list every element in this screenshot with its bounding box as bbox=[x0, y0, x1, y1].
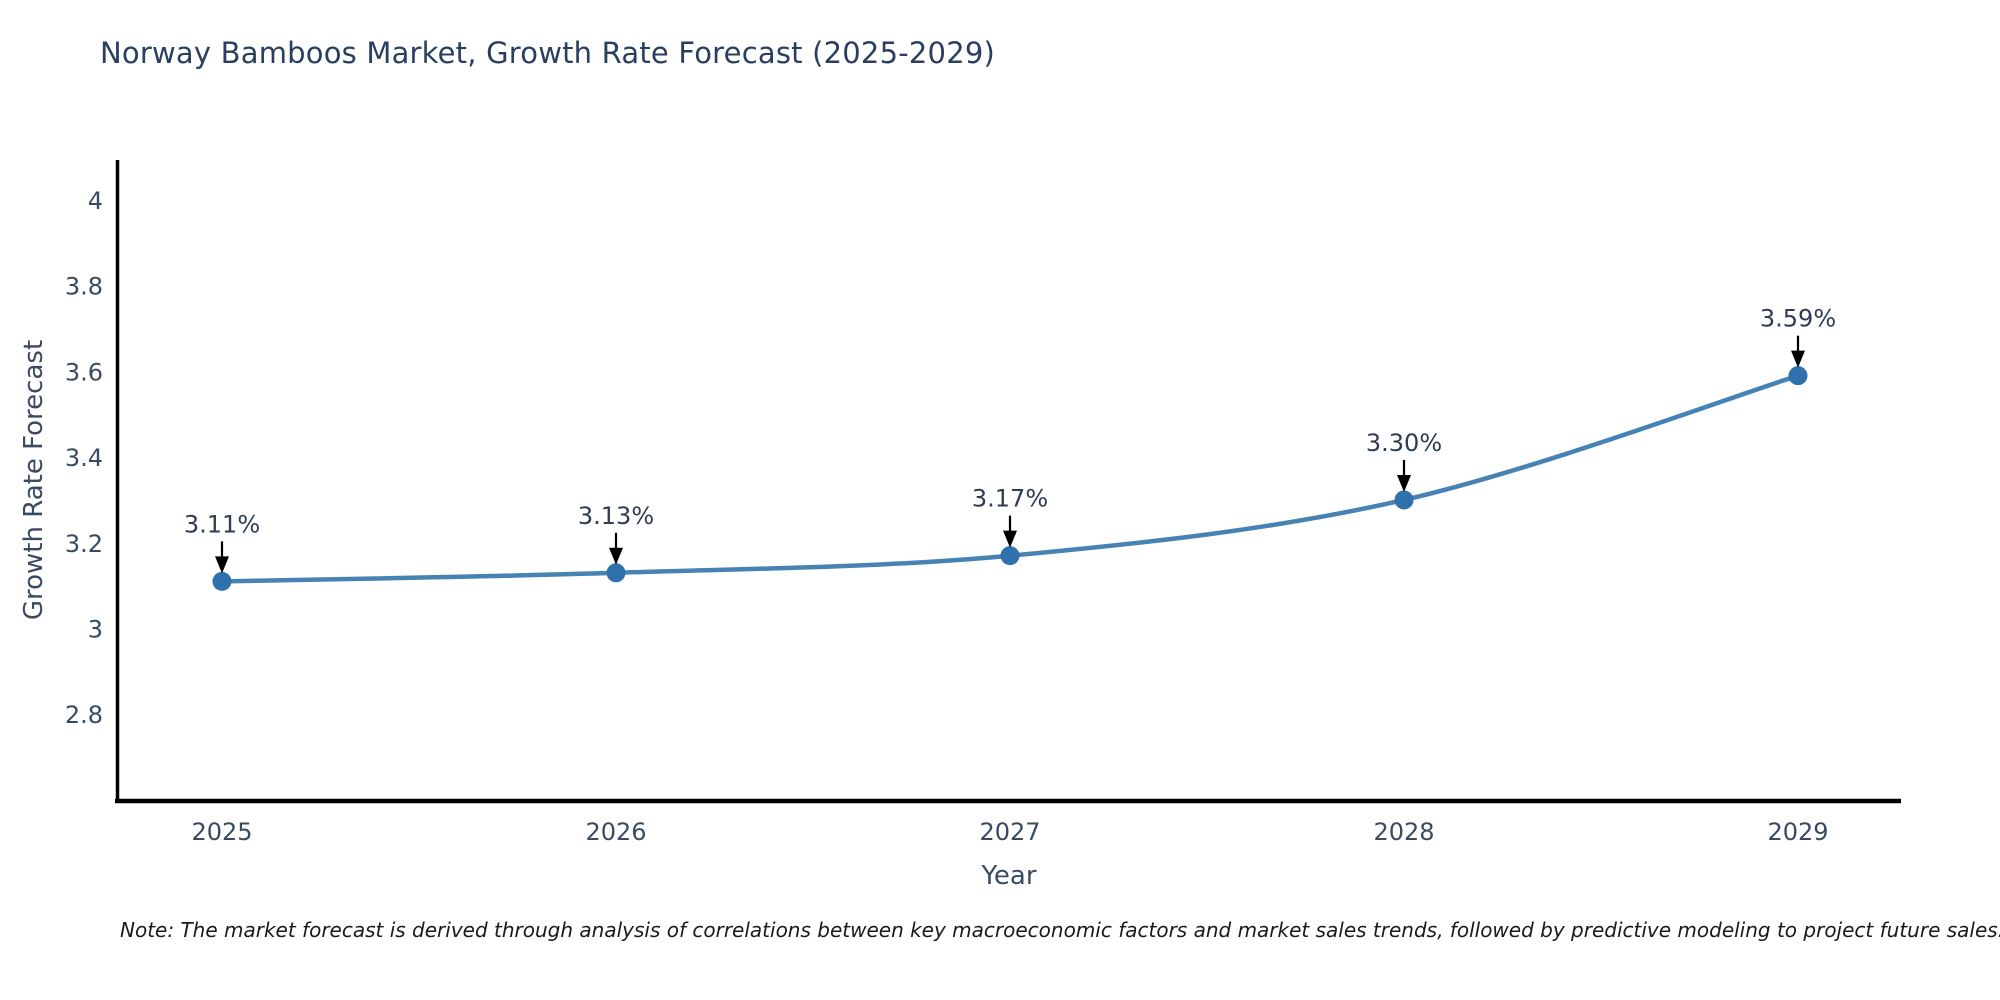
x-axis-ticks: 2025 2026 2027 2028 2029 bbox=[191, 818, 1828, 846]
y-tick-label: 3.8 bbox=[65, 273, 103, 301]
point-annotations: 3.11% 3.13% 3.17% 3.30% 3.59% bbox=[184, 305, 1836, 574]
data-point-marker bbox=[1788, 366, 1808, 386]
data-point-marker bbox=[212, 571, 232, 591]
y-tick-label: 3.6 bbox=[65, 358, 103, 386]
annotation-arrowhead-icon bbox=[1791, 350, 1805, 368]
annotation-arrowhead-icon bbox=[1003, 530, 1017, 548]
data-point-label: 3.59% bbox=[1760, 305, 1836, 333]
data-point-label: 3.30% bbox=[1366, 429, 1442, 457]
y-tick-label: 2.8 bbox=[65, 701, 103, 729]
chart-title: Norway Bamboos Market, Growth Rate Forec… bbox=[100, 36, 996, 70]
y-tick-label: 4 bbox=[88, 187, 103, 215]
y-axis-ticks: 4 3.8 3.6 3.4 3.2 3 2.8 bbox=[65, 187, 103, 729]
x-tick-label: 2029 bbox=[1767, 818, 1828, 846]
annotation-arrowhead-icon bbox=[609, 547, 623, 565]
line-series bbox=[212, 366, 1808, 591]
data-point-marker bbox=[1394, 490, 1414, 510]
footnote: Note: The market forecast is derived thr… bbox=[120, 918, 2000, 942]
y-axis-title: Growth Rate Forecast bbox=[19, 340, 49, 620]
x-tick-label: 2027 bbox=[979, 818, 1040, 846]
plot-area: 4 3.8 3.6 3.4 3.2 3 2.8 2025 2026 2027 2028 2029 3… bbox=[19, 160, 1901, 891]
y-tick-label: 3.4 bbox=[65, 444, 103, 472]
data-point-label: 3.11% bbox=[184, 510, 260, 538]
data-point-marker bbox=[1000, 546, 1020, 566]
data-point-marker bbox=[606, 563, 626, 583]
annotation-arrowhead-icon bbox=[1397, 474, 1411, 492]
data-point-label: 3.13% bbox=[578, 502, 654, 530]
annotation-arrowhead-icon bbox=[215, 556, 229, 574]
x-tick-label: 2025 bbox=[191, 818, 252, 846]
data-point-label: 3.17% bbox=[972, 485, 1048, 513]
x-tick-label: 2028 bbox=[1373, 818, 1434, 846]
y-tick-label: 3 bbox=[88, 616, 103, 644]
x-tick-label: 2026 bbox=[585, 818, 646, 846]
y-tick-label: 3.2 bbox=[65, 530, 103, 558]
x-axis-title: Year bbox=[980, 861, 1036, 891]
